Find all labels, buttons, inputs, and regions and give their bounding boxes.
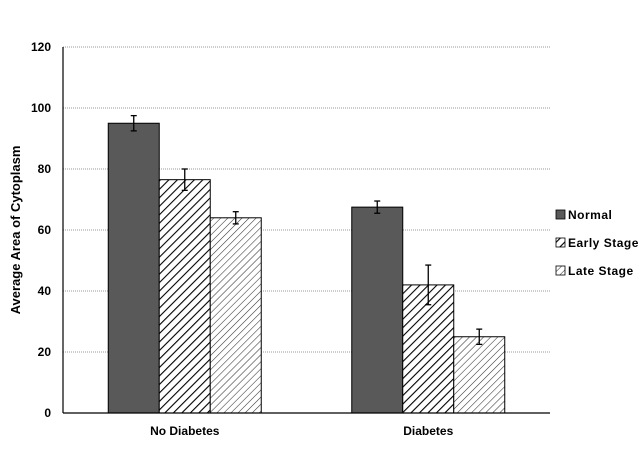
y-tick-label: 120 [31, 40, 51, 54]
bars [107, 122, 506, 414]
x-axis-categories: No Diabetes Diabetes [150, 424, 454, 438]
legend-swatch [555, 209, 566, 220]
legend-label: Early Stage [568, 236, 639, 250]
y-axis-label: Average Area of Cytoplasm [8, 146, 23, 315]
legend-swatch [555, 265, 566, 276]
x-category-label: No Diabetes [150, 424, 220, 438]
y-tick-label: 100 [31, 101, 51, 115]
bar-normal [107, 122, 160, 414]
bar-normal [351, 206, 404, 414]
y-tick-label: 60 [38, 223, 52, 237]
x-category-label: Diabetes [403, 424, 453, 438]
axes [62, 47, 550, 414]
bar-late-stage [453, 336, 506, 414]
legend-swatch [555, 237, 566, 248]
legend: Normal Early Stage Late Stage [555, 208, 639, 278]
y-tick-label: 40 [38, 284, 52, 298]
error-bars [130, 114, 483, 346]
y-tick-label: 0 [44, 406, 51, 420]
bar-late-stage [209, 217, 262, 414]
y-tick-label: 80 [38, 162, 52, 176]
bar-early-stage [402, 284, 455, 414]
y-tick-label: 20 [38, 345, 52, 359]
y-axis-ticks: 0 20 40 60 80 100 120 [31, 40, 51, 420]
legend-label: Late Stage [568, 264, 634, 278]
bar-early-stage [158, 179, 211, 414]
legend-label: Normal [568, 208, 612, 222]
